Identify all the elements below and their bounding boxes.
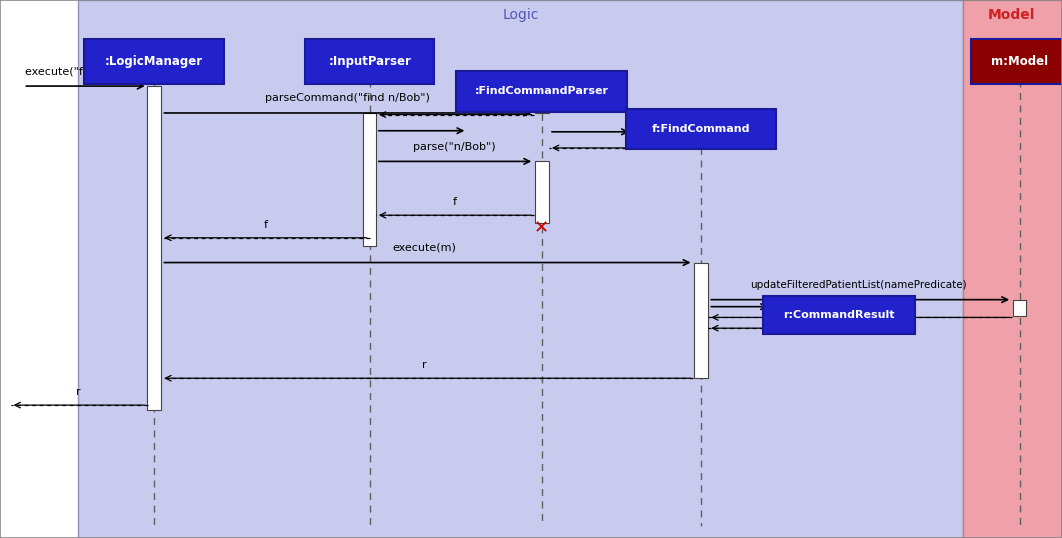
FancyBboxPatch shape xyxy=(833,301,846,316)
Text: r: r xyxy=(76,387,81,397)
FancyBboxPatch shape xyxy=(535,101,548,113)
Text: Model: Model xyxy=(988,8,1034,22)
Text: f:FindCommand: f:FindCommand xyxy=(652,124,750,134)
Text: parseCommand("find n/Bob"): parseCommand("find n/Bob") xyxy=(264,93,430,103)
Text: f: f xyxy=(452,197,457,207)
FancyBboxPatch shape xyxy=(78,0,963,538)
FancyBboxPatch shape xyxy=(457,71,627,112)
Text: m:Model: m:Model xyxy=(991,55,1048,68)
FancyBboxPatch shape xyxy=(535,161,548,223)
Text: :LogicManager: :LogicManager xyxy=(105,55,203,68)
Text: execute(m): execute(m) xyxy=(393,243,457,253)
Text: f: f xyxy=(263,220,268,230)
FancyBboxPatch shape xyxy=(626,109,775,149)
FancyBboxPatch shape xyxy=(306,39,433,84)
Text: ✕: ✕ xyxy=(534,220,549,238)
FancyBboxPatch shape xyxy=(971,39,1062,84)
FancyBboxPatch shape xyxy=(147,86,161,410)
FancyBboxPatch shape xyxy=(84,39,223,84)
Text: execute("find n/Bob"): execute("find n/Bob") xyxy=(24,66,145,76)
Text: parse("n/Bob"): parse("n/Bob") xyxy=(413,141,496,152)
Text: :InputParser: :InputParser xyxy=(328,55,411,68)
FancyBboxPatch shape xyxy=(963,0,1062,538)
Text: r:CommandResult: r:CommandResult xyxy=(784,310,894,320)
FancyBboxPatch shape xyxy=(695,132,708,145)
FancyBboxPatch shape xyxy=(362,113,376,246)
Text: Logic: Logic xyxy=(502,8,538,22)
Text: :FindCommandParser: :FindCommandParser xyxy=(475,87,609,96)
FancyBboxPatch shape xyxy=(695,263,708,378)
Text: r: r xyxy=(423,360,427,370)
Text: updateFilteredPatientList(namePredicate): updateFilteredPatientList(namePredicate) xyxy=(750,280,966,290)
FancyBboxPatch shape xyxy=(1012,300,1026,316)
FancyBboxPatch shape xyxy=(763,296,915,334)
